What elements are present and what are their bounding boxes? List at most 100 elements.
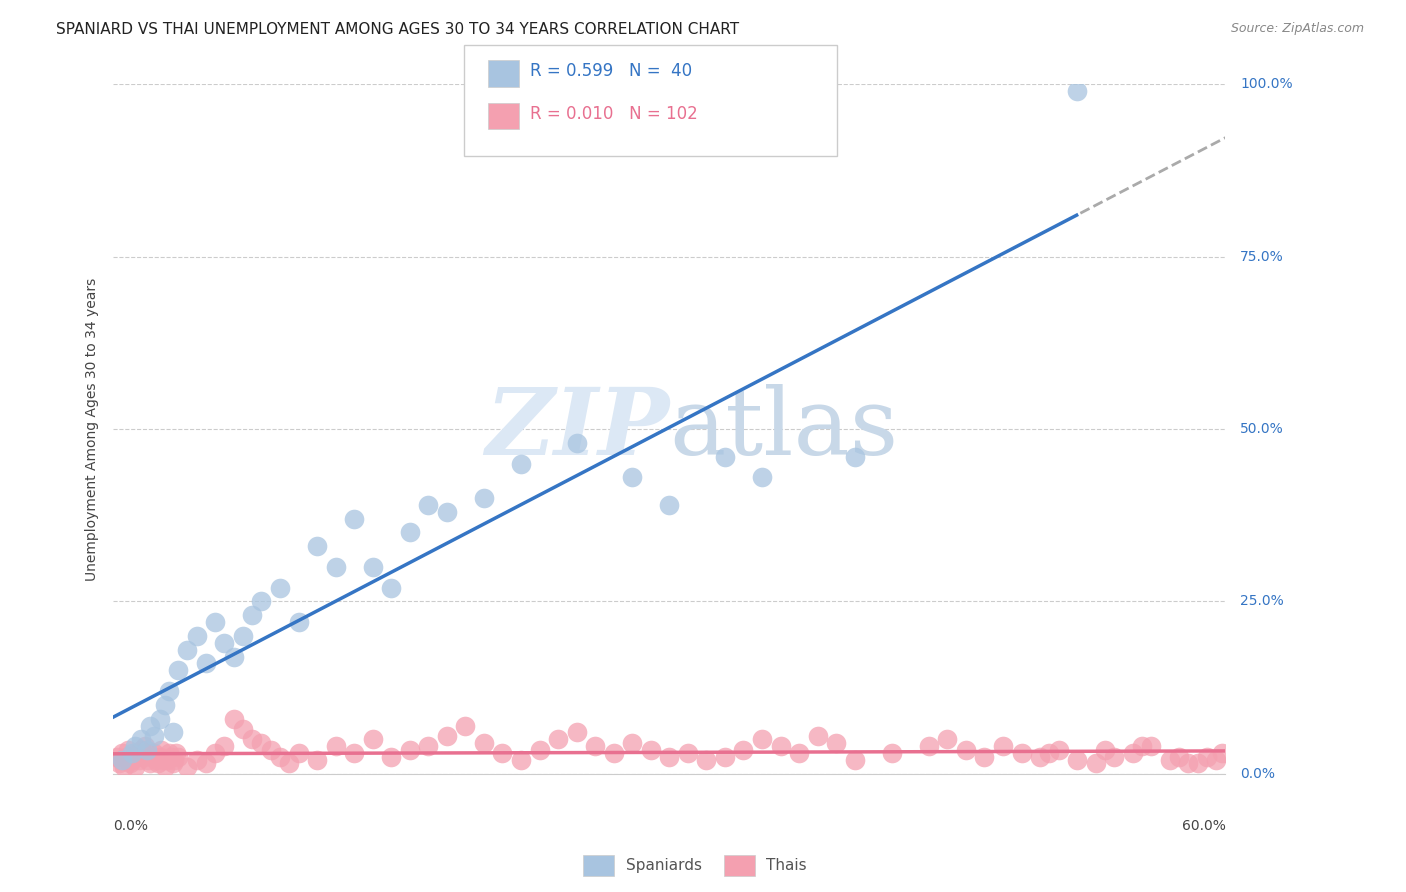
Point bbox=[676, 746, 699, 760]
Point bbox=[107, 756, 129, 771]
Point bbox=[472, 491, 495, 505]
Point bbox=[159, 749, 181, 764]
Point bbox=[807, 729, 830, 743]
Point bbox=[124, 739, 146, 754]
Point bbox=[112, 760, 135, 774]
Point bbox=[1066, 84, 1088, 98]
Point bbox=[214, 636, 236, 650]
Point bbox=[163, 753, 186, 767]
Text: Thais: Thais bbox=[766, 858, 807, 872]
Point bbox=[307, 539, 329, 553]
Point bbox=[1140, 739, 1163, 754]
Y-axis label: Unemployment Among Ages 30 to 34 years: Unemployment Among Ages 30 to 34 years bbox=[86, 277, 100, 581]
Point bbox=[307, 753, 329, 767]
Point bbox=[602, 746, 624, 760]
Point bbox=[122, 749, 145, 764]
Point bbox=[529, 742, 551, 756]
Point bbox=[143, 746, 166, 760]
Text: Spaniards: Spaniards bbox=[626, 858, 702, 872]
Point bbox=[510, 457, 533, 471]
Text: ZIP: ZIP bbox=[485, 384, 669, 474]
Point bbox=[787, 746, 810, 760]
Point bbox=[135, 746, 157, 760]
Point bbox=[139, 756, 162, 771]
Point bbox=[141, 749, 163, 764]
Point bbox=[454, 718, 477, 732]
Point bbox=[825, 736, 848, 750]
Point bbox=[436, 729, 458, 743]
Point bbox=[844, 753, 866, 767]
Point bbox=[991, 739, 1014, 754]
Point bbox=[547, 732, 569, 747]
Point bbox=[621, 470, 644, 484]
Point bbox=[118, 756, 141, 771]
Point bbox=[325, 560, 347, 574]
Point bbox=[1066, 753, 1088, 767]
Point bbox=[128, 753, 150, 767]
Text: 75.0%: 75.0% bbox=[1240, 250, 1284, 264]
Point bbox=[287, 615, 309, 629]
Point bbox=[621, 736, 644, 750]
Point bbox=[278, 756, 301, 771]
Point bbox=[143, 729, 166, 743]
Point bbox=[1122, 746, 1144, 760]
Text: SPANIARD VS THAI UNEMPLOYMENT AMONG AGES 30 TO 34 YEARS CORRELATION CHART: SPANIARD VS THAI UNEMPLOYMENT AMONG AGES… bbox=[56, 22, 740, 37]
Point bbox=[162, 756, 184, 771]
Point bbox=[325, 739, 347, 754]
Point bbox=[714, 450, 737, 464]
Point bbox=[844, 450, 866, 464]
Point bbox=[132, 749, 155, 764]
Point bbox=[936, 732, 959, 747]
Point bbox=[138, 753, 160, 767]
Point bbox=[269, 581, 291, 595]
Point bbox=[361, 560, 384, 574]
Point bbox=[287, 746, 309, 760]
Point bbox=[1094, 742, 1116, 756]
Point bbox=[204, 746, 226, 760]
Text: R = 0.599   N =  40: R = 0.599 N = 40 bbox=[530, 62, 692, 80]
Point bbox=[1084, 756, 1107, 771]
Point bbox=[117, 742, 139, 756]
Point bbox=[1159, 753, 1181, 767]
Point bbox=[232, 722, 254, 736]
Point bbox=[880, 746, 903, 760]
Point bbox=[751, 732, 773, 747]
Point bbox=[361, 732, 384, 747]
Point bbox=[658, 498, 681, 512]
Point bbox=[194, 657, 217, 671]
Point bbox=[146, 756, 169, 771]
Point bbox=[157, 684, 180, 698]
Text: 60.0%: 60.0% bbox=[1181, 819, 1226, 832]
Point bbox=[1177, 756, 1199, 771]
Point bbox=[250, 594, 273, 608]
Point bbox=[418, 739, 440, 754]
Point bbox=[1211, 746, 1233, 760]
Point bbox=[145, 753, 167, 767]
Point bbox=[186, 753, 208, 767]
Point bbox=[565, 725, 588, 739]
Point bbox=[565, 436, 588, 450]
Text: 0.0%: 0.0% bbox=[114, 819, 148, 832]
Point bbox=[105, 749, 128, 764]
Point bbox=[162, 725, 184, 739]
Point bbox=[1102, 749, 1125, 764]
Point bbox=[918, 739, 941, 754]
Point bbox=[733, 742, 755, 756]
Point bbox=[110, 753, 132, 767]
Point bbox=[1047, 742, 1070, 756]
Point bbox=[640, 742, 662, 756]
Point bbox=[148, 749, 170, 764]
Point bbox=[194, 756, 217, 771]
Point bbox=[398, 525, 420, 540]
Point bbox=[695, 753, 717, 767]
Point bbox=[260, 742, 283, 756]
Point bbox=[115, 749, 138, 764]
Point bbox=[214, 739, 236, 754]
Point bbox=[156, 753, 179, 767]
Point bbox=[111, 753, 134, 767]
Point bbox=[232, 629, 254, 643]
Text: 100.0%: 100.0% bbox=[1240, 78, 1294, 92]
Point bbox=[167, 664, 190, 678]
Text: Source: ZipAtlas.com: Source: ZipAtlas.com bbox=[1230, 22, 1364, 36]
Text: atlas: atlas bbox=[669, 384, 898, 474]
